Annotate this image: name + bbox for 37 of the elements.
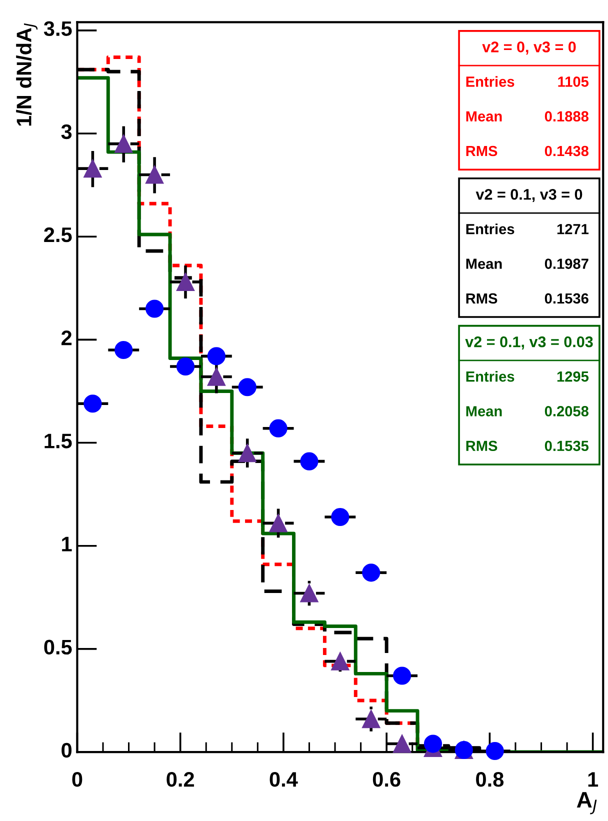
annotation: 1295	[557, 371, 589, 382]
annotation: 1105	[558, 76, 589, 87]
annotation: 0.1536	[544, 293, 588, 304]
annotation: 0.1888	[544, 111, 588, 122]
annotation: Mean	[466, 111, 502, 122]
y-tick-label: 3	[61, 124, 72, 140]
annotation: 0.1438	[544, 146, 588, 156]
x-tick-label: 0.4	[270, 772, 298, 787]
annotation: Entries	[466, 371, 514, 382]
text: v2 = 0, v3 = 0	[482, 42, 576, 55]
y-tick-label: 0	[62, 742, 72, 758]
x-axis-title: A$_{J}$	[576, 792, 597, 814]
annotation: 0.2058	[544, 406, 588, 416]
y-tick-label: 1	[62, 536, 72, 552]
x-tick-label: 0.2	[166, 772, 194, 787]
x-tick-label: 0	[72, 772, 82, 787]
annotation: RMS	[466, 440, 498, 452]
y-tick-label: 3.5	[44, 21, 72, 36]
annotation: RMS	[466, 293, 498, 304]
y-tick-label: 1.5	[44, 434, 72, 448]
x-tick-label: 0.8	[476, 772, 504, 787]
text: v2 = 0.1, v3 = 0.03	[465, 336, 593, 350]
annotation: 1271	[557, 224, 589, 234]
y-tick-label: 2.5	[44, 227, 72, 242]
annotation: 0.1535	[544, 440, 589, 452]
annotation: Mean	[466, 258, 502, 269]
y-tick-label: 0.5	[44, 640, 72, 655]
annotation: 0.1987	[544, 258, 588, 269]
text: v2 = 0.1, v3 = 0	[476, 188, 582, 202]
annotation: Mean	[466, 406, 502, 416]
x-tick-label: 1	[588, 772, 598, 787]
annotation: Entries	[466, 76, 514, 87]
y-tick-label: 2	[61, 330, 72, 346]
annotation: Entries	[466, 224, 514, 234]
annotation: RMS	[466, 146, 498, 156]
y-axis-title: 1/N dN/dA$_{J}$	[16, 23, 38, 126]
x-tick-label: 0.6	[372, 772, 400, 787]
